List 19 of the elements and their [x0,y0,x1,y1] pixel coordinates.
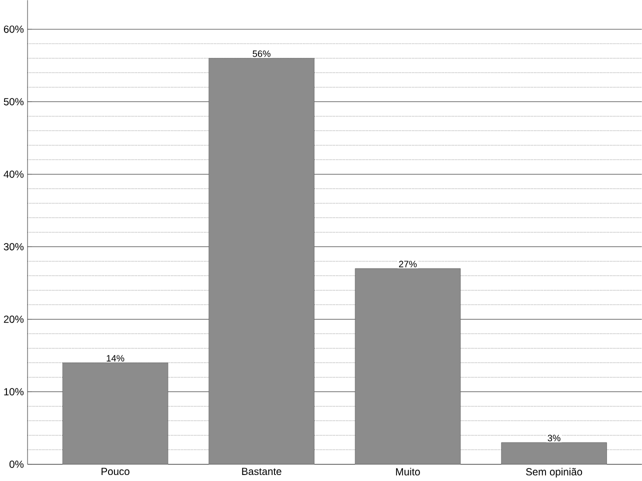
bar [62,362,168,465]
y-tick-label: 20% [4,316,24,323]
data-label: 3% [548,434,560,442]
data-label: 56% [252,50,270,58]
x-tick-label: Pouco [102,468,130,476]
y-tick-label: 60% [4,26,24,33]
bar [501,442,607,465]
y-tick-label: 0% [10,460,24,468]
data-label: 27% [399,260,417,268]
y-tick-label: 10% [4,388,24,396]
x-tick-label: Sem opinião [526,468,582,478]
data-label: 14% [106,355,124,362]
x-tick-label: Bastante [242,468,282,476]
bar [208,58,314,465]
bar [354,268,461,465]
y-tick-label: 30% [4,243,24,250]
y-tick-label: 50% [4,98,24,106]
x-tick-label: Muito [396,468,420,476]
y-tick-label: 40% [4,170,24,178]
